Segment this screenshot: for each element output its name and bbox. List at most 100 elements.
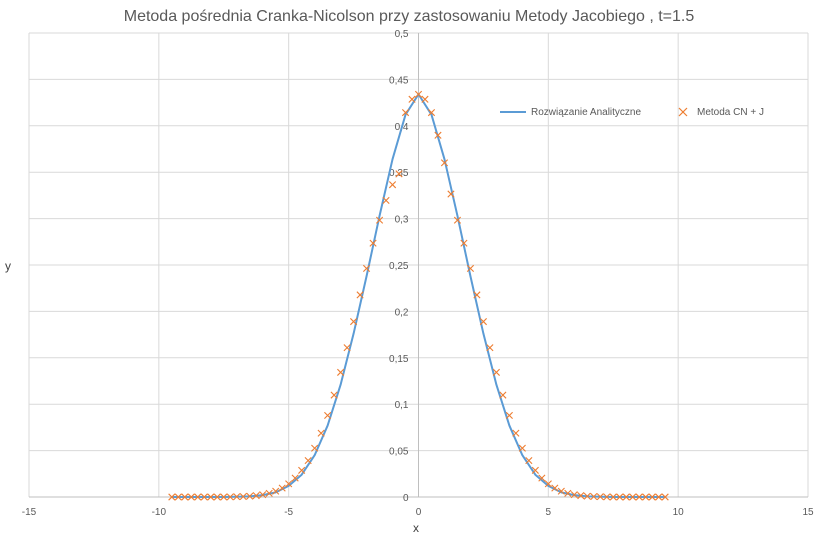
y-tick-label: 0,45: [389, 75, 409, 86]
scatter-point: [362, 264, 371, 273]
y-axis-label: y: [5, 259, 11, 273]
scatter-point: [538, 474, 546, 482]
scatter-point: [285, 480, 293, 488]
scatter-point: [395, 170, 403, 178]
x-tick-label: -10: [152, 507, 167, 518]
scatter-point: [486, 344, 494, 352]
y-tick-label: 0,5: [395, 29, 409, 40]
scatter-point: [512, 429, 520, 437]
scatter-point: [311, 444, 319, 452]
scatter-point: [596, 493, 604, 501]
scatter-point: [447, 190, 455, 198]
scatter-point: [278, 484, 286, 492]
scatter-point: [453, 216, 462, 224]
labels-layer: Metoda pośrednia Cranka-Nicolson przy za…: [5, 8, 694, 535]
series-layer: [168, 90, 669, 501]
scatter-point: [642, 493, 650, 501]
scatter-point: [200, 493, 208, 501]
x-axis-label: x: [413, 521, 419, 535]
scatter-point: [603, 493, 611, 501]
scatter-point: [518, 444, 526, 452]
scatter-point: [655, 493, 663, 501]
y-tick-label: 0,05: [389, 447, 409, 458]
scatter-point: [330, 391, 338, 399]
scatter-point: [388, 181, 397, 189]
scatter-point: [304, 456, 312, 465]
scatter-point: [324, 411, 332, 420]
x-tick-label: -15: [22, 507, 37, 518]
scatter-point: [460, 239, 468, 247]
scatter-point: [382, 196, 390, 205]
scatter-point: [635, 493, 643, 501]
scatter-point: [577, 492, 585, 500]
scatter-point: [525, 456, 533, 465]
scatter-point: [207, 493, 215, 501]
y-tick-label: 0: [403, 493, 409, 504]
scatter-point: [375, 216, 384, 224]
x-tick-label: 15: [802, 507, 814, 518]
scatter-point: [168, 493, 176, 501]
scatter-point: [661, 493, 669, 501]
scatter-point: [408, 95, 416, 103]
x-tick-label: -5: [284, 507, 293, 518]
y-tick-label: 0,2: [395, 307, 409, 318]
chart-title: Metoda pośrednia Cranka-Nicolson przy za…: [124, 8, 695, 25]
scatter-point: [356, 291, 364, 299]
scatter-point: [479, 318, 488, 326]
scatter-point: [369, 239, 377, 247]
scatter-point: [564, 489, 572, 497]
scatter-point: [349, 318, 358, 326]
scatter-point: [226, 493, 234, 501]
scatter-point: [505, 411, 513, 420]
scatter-point: [551, 484, 559, 492]
x-tick-label: 10: [673, 507, 685, 518]
scatter-point: [337, 368, 345, 376]
x-tick-label: 0: [416, 507, 422, 518]
scatter-point: [648, 493, 656, 501]
scatter-point: [570, 491, 578, 499]
scatter-point: [317, 429, 325, 437]
y-tick-label: 0,3: [395, 215, 409, 226]
scatter-point: [181, 493, 189, 501]
scatter-point: [174, 493, 182, 501]
scatter-point: [213, 493, 221, 501]
scatter-point: [343, 344, 351, 352]
y-tick-label: 0,25: [389, 261, 409, 272]
scatter-point: [265, 489, 273, 497]
scatter-point: [291, 474, 299, 482]
legend-x-marker: [678, 107, 688, 117]
scatter-point: [246, 492, 254, 500]
y-tick-label: 0,1: [395, 400, 409, 411]
scatter-point: [544, 480, 552, 488]
scatter-point: [194, 493, 202, 501]
scatter-point: [298, 466, 306, 474]
scatter-point: [492, 368, 500, 376]
legend-label-cn-j: Metoda CN + J: [697, 107, 764, 118]
scatter-point: [252, 492, 260, 500]
scatter-point: [233, 493, 241, 501]
scatter-point: [187, 493, 195, 501]
scatter-point: [622, 493, 630, 501]
scatter-point: [414, 90, 423, 98]
scatter-point: [616, 493, 624, 501]
scatter-point: [220, 493, 228, 501]
scatter-point: [557, 487, 565, 495]
scatter-point: [583, 492, 591, 500]
y-tick-label: 0,15: [389, 354, 409, 365]
scatter-point: [427, 109, 436, 117]
x-tick-label: 5: [546, 507, 552, 518]
scatter-point: [401, 109, 410, 117]
legend: Rozwiązanie Analityczne Metoda CN + J: [500, 107, 764, 118]
scatter-point: [499, 391, 507, 399]
scatter-point: [609, 493, 617, 501]
legend-label-analytical: Rozwiązanie Analityczne: [531, 107, 641, 118]
scatter-point: [473, 291, 481, 299]
scatter-point: [440, 159, 449, 167]
scatter-point: [259, 491, 267, 499]
scatter-point: [239, 492, 247, 501]
scatter-point: [434, 131, 442, 139]
scatter-point: [466, 264, 475, 273]
scatter-point: [590, 492, 598, 501]
